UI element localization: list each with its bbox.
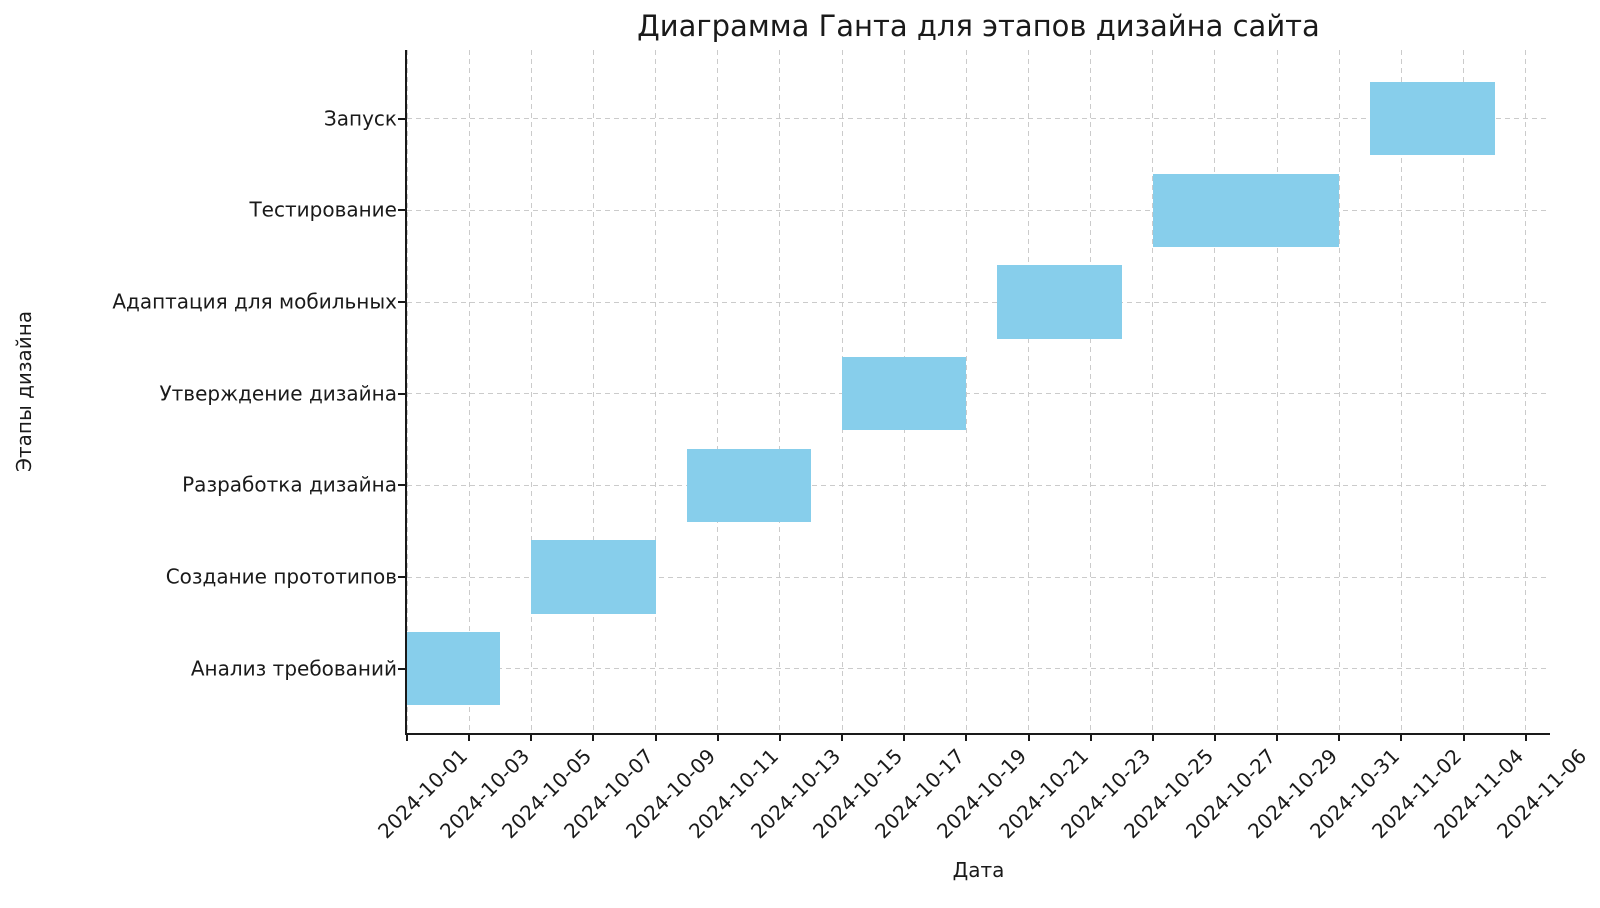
y-tick-label: Утверждение дизайна xyxy=(159,381,397,406)
x-tick-mark xyxy=(1027,735,1030,741)
y-axis-line xyxy=(405,50,407,735)
x-gridline xyxy=(1400,50,1402,733)
x-tick-mark xyxy=(530,735,533,741)
x-gridline xyxy=(779,50,781,733)
y-tick-mark xyxy=(398,484,405,487)
gantt-bar-5 xyxy=(997,265,1122,339)
x-tick-mark xyxy=(1400,735,1403,741)
y-gridline xyxy=(407,668,1550,670)
chart-title: Диаграмма Ганта для этапов дизайна сайта xyxy=(637,9,1320,43)
x-gridline xyxy=(592,50,594,733)
gantt-bar-6 xyxy=(1152,173,1340,248)
x-tick-mark xyxy=(654,735,657,741)
y-tick-mark xyxy=(398,209,405,212)
y-tick-label: Тестирование xyxy=(249,197,397,222)
x-tick-mark xyxy=(1462,735,1465,741)
x-gridline xyxy=(468,50,470,733)
x-gridline xyxy=(1090,50,1092,733)
x-gridline xyxy=(1276,50,1278,733)
x-gridline xyxy=(406,50,408,733)
x-tick-mark xyxy=(965,735,968,741)
y-tick-mark xyxy=(398,117,405,120)
x-tick-mark xyxy=(716,735,719,741)
x-axis-label: Дата xyxy=(952,858,1005,882)
x-gridline xyxy=(965,50,967,733)
y-tick-label: Анализ требований xyxy=(190,656,397,681)
y-gridline xyxy=(407,118,1550,120)
x-tick-mark xyxy=(1276,735,1279,741)
y-gridline xyxy=(407,393,1550,395)
x-gridline xyxy=(1214,50,1216,733)
gantt-bar-3 xyxy=(686,448,811,523)
x-tick-mark xyxy=(592,735,595,741)
x-tick-mark xyxy=(778,735,781,741)
y-tick-mark xyxy=(398,392,405,395)
y-gridline xyxy=(407,301,1550,303)
gantt-bar-1 xyxy=(407,632,501,706)
y-gridline xyxy=(407,209,1550,211)
x-tick-mark xyxy=(1151,735,1154,741)
x-axis-line xyxy=(405,733,1550,735)
gantt-bar-7 xyxy=(1370,82,1495,156)
gantt-bar-4 xyxy=(842,357,967,431)
x-tick-mark xyxy=(406,735,408,741)
y-axis-label: Этапы дизайна xyxy=(12,310,36,473)
x-tick-mark xyxy=(1089,735,1092,741)
gantt-bar-2 xyxy=(531,540,656,614)
x-gridline xyxy=(1338,50,1340,733)
x-gridline xyxy=(1152,50,1154,733)
y-tick-label: Запуск xyxy=(323,106,397,131)
y-tick-mark xyxy=(398,301,405,304)
y-tick-label: Разработка дизайна xyxy=(182,472,397,497)
x-gridline xyxy=(1463,50,1465,733)
x-gridline xyxy=(1028,50,1030,733)
y-tick-mark xyxy=(398,667,405,670)
y-tick-label: Создание прототипов xyxy=(165,564,397,589)
x-gridline xyxy=(530,50,532,733)
y-tick-mark xyxy=(398,576,405,579)
y-gridline xyxy=(407,484,1550,486)
y-gridline xyxy=(407,576,1550,578)
y-tick-label: Адаптация для мобильных xyxy=(112,289,397,314)
x-tick-mark xyxy=(468,735,471,741)
x-tick-mark xyxy=(841,735,844,741)
x-gridline xyxy=(655,50,657,733)
x-tick-mark xyxy=(1524,735,1527,741)
x-tick-mark xyxy=(1213,735,1216,741)
x-gridline xyxy=(1525,50,1527,733)
x-tick-mark xyxy=(903,735,906,741)
x-tick-mark xyxy=(1338,735,1341,741)
x-gridline xyxy=(717,50,719,733)
plot-area xyxy=(405,50,1550,735)
